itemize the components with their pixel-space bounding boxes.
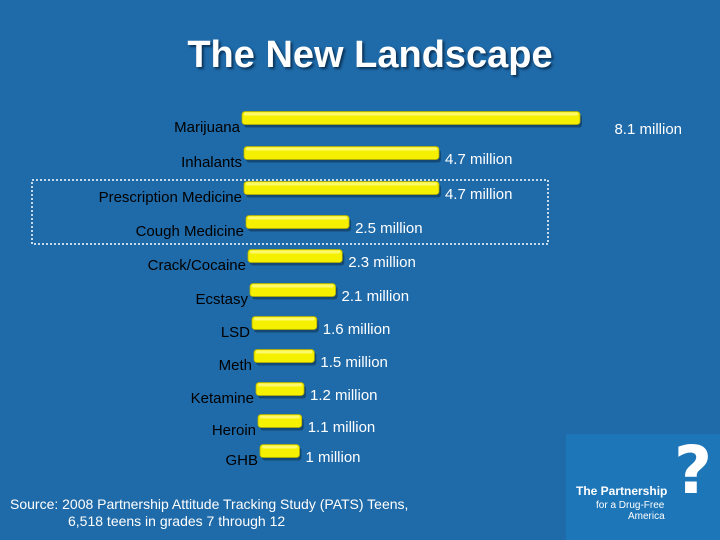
bar-gloss-prescription-medicine	[246, 182, 437, 186]
bar-gloss-ketamine	[258, 383, 302, 387]
source-line-2: 6,518 teens in grades 7 through 12	[68, 513, 286, 529]
slide-title: The New Landscape	[187, 34, 553, 76]
bar-gloss-cough-medicine	[248, 216, 348, 220]
category-label-heroin: Heroin	[212, 422, 256, 439]
value-label-ghb: 1 million	[306, 449, 361, 466]
category-label-ghb: GHB	[225, 452, 258, 469]
category-label-crack-cocaine: Crack/Cocaine	[148, 257, 246, 274]
value-label-ecstasy: 2.1 million	[342, 288, 410, 305]
bar-gloss-inhalants	[246, 147, 437, 151]
bar-gloss-marijuana	[244, 112, 578, 116]
value-label-inhalants: 4.7 million	[445, 151, 513, 168]
prescription-highlight-box	[31, 179, 549, 245]
category-label-lsd: LSD	[221, 324, 250, 341]
bar-gloss-crack-cocaine	[250, 250, 341, 254]
category-label-marijuana: Marijuana	[174, 119, 241, 136]
bar-gloss-heroin	[260, 415, 300, 419]
value-label-heroin: 1.1 million	[308, 419, 376, 436]
logo-tagline: for a Drug-Free America	[596, 500, 665, 522]
value-label-cough-medicine: 2.5 million	[355, 220, 423, 237]
bar-gloss-meth	[256, 350, 313, 354]
logo-tagline-1: for a Drug-Free	[596, 500, 665, 511]
category-label-ketamine: Ketamine	[191, 390, 254, 407]
value-label-prescription-medicine: 4.7 million	[445, 186, 513, 203]
category-label-inhalants: Inhalants	[181, 154, 242, 171]
bar-gloss-lsd	[254, 317, 315, 321]
value-label-meth: 1.5 million	[320, 354, 388, 371]
value-label-marijuana: 8.1 million	[614, 121, 682, 138]
bar-gloss-ghb	[262, 445, 298, 449]
value-label-crack-cocaine: 2.3 million	[348, 254, 416, 271]
category-label-meth: Meth	[219, 357, 252, 374]
source-note: Source: 2008 Partnership Attitude Tracki…	[10, 496, 408, 530]
category-label-prescription-medicine: Prescription Medicine	[99, 189, 242, 206]
value-label-ketamine: 1.2 million	[310, 387, 378, 404]
category-label-ecstasy: Ecstasy	[195, 291, 248, 308]
question-mark-icon: ?	[673, 432, 713, 509]
partnership-logo: ? The Partnership for a Drug-Free Americ…	[566, 434, 720, 540]
logo-tagline-2: America	[628, 511, 665, 522]
category-label-cough-medicine: Cough Medicine	[136, 223, 244, 240]
value-label-lsd: 1.6 million	[323, 321, 391, 338]
source-line-1: Source: 2008 Partnership Attitude Tracki…	[10, 496, 409, 512]
bar-gloss-ecstasy	[252, 284, 334, 288]
logo-name: The Partnership	[576, 484, 668, 498]
